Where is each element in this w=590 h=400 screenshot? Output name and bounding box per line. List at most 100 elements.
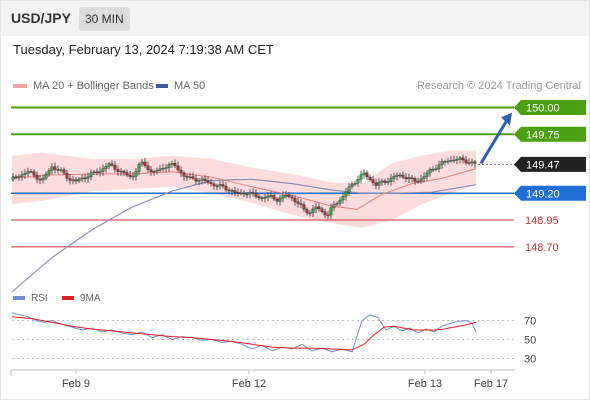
candle-body (302, 204, 306, 210)
credit-text: Research © 2024 Trading Central (416, 80, 581, 92)
candle-body (359, 174, 363, 180)
candle-body (98, 171, 102, 174)
candle-body (173, 163, 177, 167)
candle-body (272, 195, 276, 200)
candle-body (77, 178, 81, 182)
candle-body (446, 160, 450, 163)
candle-body (377, 181, 381, 186)
candle-body (134, 171, 138, 177)
candle-body (389, 178, 393, 182)
candle-body (398, 174, 402, 177)
candle-body (170, 163, 174, 165)
candle-body (35, 174, 39, 180)
candle-body (23, 173, 27, 175)
candle-body (329, 207, 333, 216)
candle-body (239, 192, 243, 195)
rsi-legend-9ma-label: 9MA (80, 293, 101, 304)
candle-body (341, 196, 345, 201)
rsi-legend-rsi-label: RSI (31, 293, 48, 304)
candle-body (68, 178, 72, 181)
rsi-9ma-line (11, 316, 477, 351)
level-tag-149.75 (514, 126, 586, 142)
candle-body (251, 192, 255, 194)
candle-body (110, 163, 114, 166)
candle-body (116, 169, 120, 172)
candle-body (287, 195, 291, 198)
candle-body (164, 167, 168, 169)
candle-body (83, 177, 87, 180)
rsi-legend-9ma-swatch (62, 296, 74, 301)
candle-body (41, 178, 45, 181)
candle-body (383, 180, 387, 183)
candle-body (413, 178, 417, 182)
candle-body (323, 211, 327, 216)
candle-body (437, 164, 441, 170)
level-label-148.70: 148.70 (525, 242, 559, 254)
candle-body (47, 170, 51, 175)
candle-body (125, 172, 129, 176)
rsi-tick-label-30: 30 (524, 354, 536, 366)
candle-body (182, 172, 186, 177)
candle-body (278, 197, 282, 202)
candle-body (194, 178, 198, 182)
candle-body (266, 195, 270, 198)
candle-body (452, 159, 456, 162)
rsi-tick-label-50: 50 (524, 335, 536, 347)
candle-body (218, 184, 222, 187)
forecast-arrow-shaft (479, 117, 510, 165)
ma20-line (11, 168, 477, 210)
candle-body (458, 157, 462, 160)
candle-body (71, 179, 75, 182)
candle-body (419, 178, 423, 182)
candle-body (311, 208, 315, 213)
candle-body (65, 172, 69, 179)
candle-body (212, 183, 216, 186)
candle-body (152, 171, 156, 173)
candle-body (314, 206, 318, 210)
candle-body (347, 186, 351, 193)
candle-body (233, 190, 237, 193)
candle-body (467, 162, 471, 164)
candle-body (428, 169, 432, 174)
candle-body (176, 165, 180, 171)
candle-body (146, 165, 150, 170)
candle-body (53, 166, 57, 170)
candle-body (374, 182, 378, 186)
candle-body (317, 206, 321, 209)
candle-body (107, 163, 111, 167)
candle-body (113, 164, 117, 170)
candle-body (224, 185, 228, 191)
candle-body (410, 177, 414, 180)
candle-body (284, 195, 288, 197)
candle-body (371, 179, 375, 184)
candle-body (353, 183, 357, 185)
candle-body (128, 174, 132, 177)
candle-body (368, 176, 372, 180)
candle-body (380, 180, 384, 183)
timeframe-button[interactable]: 30 MIN (79, 7, 130, 31)
candle-body (260, 197, 264, 200)
candle-body (464, 159, 468, 164)
candle-body (275, 198, 279, 202)
rsi-line (11, 312, 477, 353)
candle-body (242, 192, 246, 195)
candle-body (89, 172, 93, 177)
top-bar: USD/JPY 30 MIN (0, 0, 590, 36)
candle-body (104, 165, 108, 169)
candle-body (101, 168, 105, 172)
candle-body (44, 173, 48, 179)
candle-body (470, 161, 474, 164)
candle-body (32, 171, 36, 176)
candle-body (401, 174, 405, 178)
candle-body (299, 203, 303, 205)
rsi-legend-rsi: RSI (13, 293, 48, 304)
candle-body (281, 195, 285, 199)
candle-body (11, 176, 15, 180)
candle-body (188, 176, 192, 178)
candle-body (236, 191, 240, 194)
candle-body (395, 174, 399, 177)
legend-ma20-swatch (13, 84, 27, 89)
candles (11, 154, 477, 220)
candle-body (50, 166, 54, 171)
